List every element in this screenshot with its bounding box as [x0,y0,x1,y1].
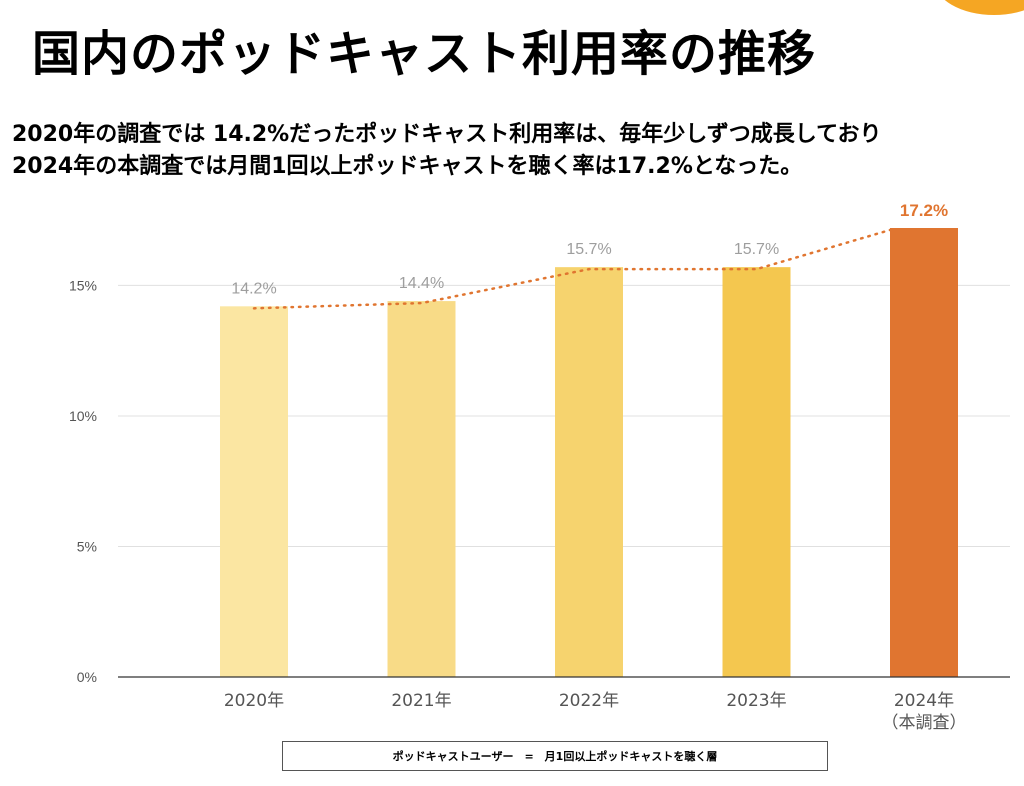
trend-line [252,228,892,310]
page-title: 国内のポッドキャスト利用率の推移 [32,26,817,82]
y-tick-label: 15% [69,277,97,293]
x-tick-label: 2024年（本調査） [882,691,967,733]
y-tick-label: 5% [77,538,97,554]
data-label: 14.2% [231,280,276,297]
y-tick-label: 10% [69,408,97,424]
data-label: 15.7% [566,241,611,258]
bar [890,228,958,677]
subtitle-line-2: 2024年の本調査では月間1回以上ポッドキャストを聴く率は17.2%となった。 [12,154,803,179]
y-tick-label: 0% [77,669,97,685]
legend-note: ポッドキャストユーザー = 月1回以上ポッドキャストを聴く層 [282,741,828,771]
x-tick-label: 2021年 [391,691,451,711]
x-tick-label: 2023年 [726,691,786,711]
subtitle-line-1: 2020年の調査では 14.2%だったポッドキャスト利用率は、毎年少しずつ成長し… [12,122,882,147]
data-label: 17.2% [900,201,948,220]
data-label: 15.7% [734,241,779,258]
bar [220,306,288,677]
data-label: 14.4% [399,275,444,292]
bar [722,267,791,677]
bar [387,301,456,677]
bar [555,267,623,677]
x-tick-label: 2020年 [224,691,284,711]
x-tick-label: 2022年 [559,691,619,711]
